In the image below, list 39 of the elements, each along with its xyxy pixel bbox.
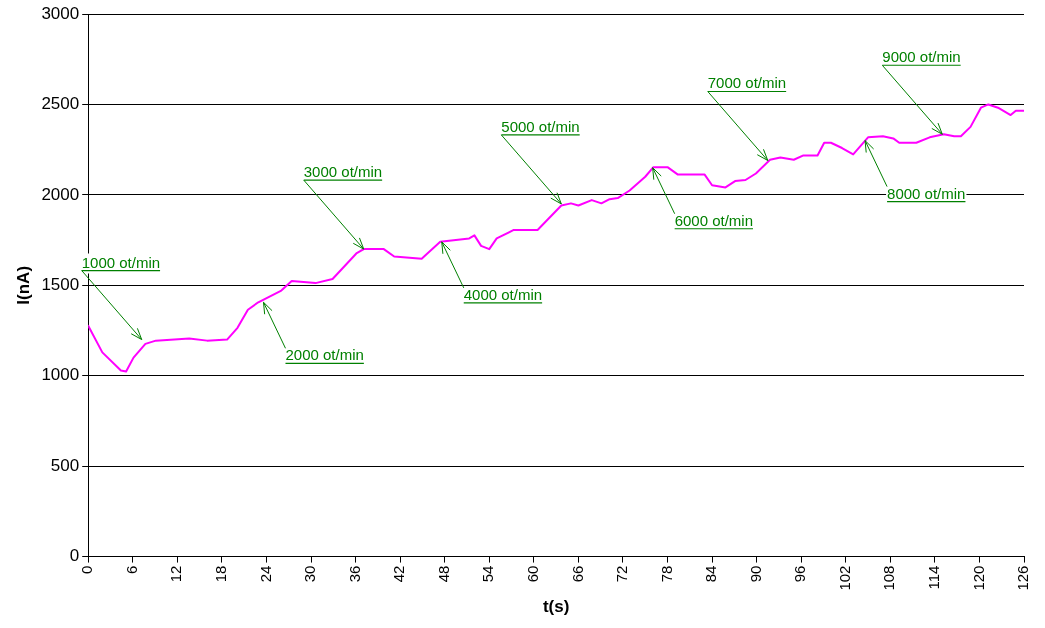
annotation: 8000 ot/min	[887, 184, 966, 202]
annotation: 1000 ot/min	[81, 253, 161, 271]
x-tick-label: 108	[880, 565, 898, 591]
annotation: 2000 ot/min	[285, 346, 364, 364]
x-tick-label: 96	[791, 565, 809, 583]
y-tick-label: 500	[50, 455, 80, 475]
x-tick-label: 42	[390, 565, 408, 583]
x-tick-label: 126	[1014, 565, 1032, 591]
x-tick-label: 48	[434, 565, 452, 583]
x-tick-label: 54	[479, 565, 497, 583]
annotation: 6000 ot/min	[674, 211, 754, 229]
y-tick-label: 1500	[41, 274, 80, 294]
x-tick-label: 60	[523, 565, 541, 583]
x-tick-label: 0	[78, 565, 96, 574]
x-tick-label: 36	[345, 565, 363, 583]
x-tick-label: 78	[657, 565, 675, 583]
x-axis-title: t(s)	[542, 597, 570, 617]
x-tick-label: 6	[122, 565, 140, 574]
x-tick-label: 30	[301, 565, 319, 583]
x-tick-label: 84	[702, 565, 720, 583]
annotation: 4000 ot/min	[463, 285, 543, 303]
x-tick-label: 90	[746, 565, 764, 583]
annotation: 5000 ot/min	[501, 117, 580, 135]
x-tick-label: 114	[925, 565, 943, 590]
annotation: 7000 ot/min	[707, 74, 787, 92]
y-axis-title: I(nA)	[13, 265, 33, 305]
y-tick-label: 2500	[41, 94, 80, 114]
x-tick-label: 66	[568, 565, 586, 583]
y-tick-label: 3000	[41, 3, 80, 23]
y-tick-label: 1000	[41, 365, 80, 385]
annotation: 3000 ot/min	[303, 163, 383, 181]
x-tick-label: 102	[835, 565, 853, 591]
x-tick-label: 18	[212, 565, 230, 583]
annotation: 9000 ot/min	[882, 48, 961, 66]
x-tick-label: 120	[969, 565, 987, 591]
x-tick-label: 24	[256, 565, 274, 583]
x-tick-label: 12	[167, 565, 185, 583]
y-tick-label: 2000	[41, 184, 80, 204]
x-tick-label: 72	[613, 565, 631, 583]
